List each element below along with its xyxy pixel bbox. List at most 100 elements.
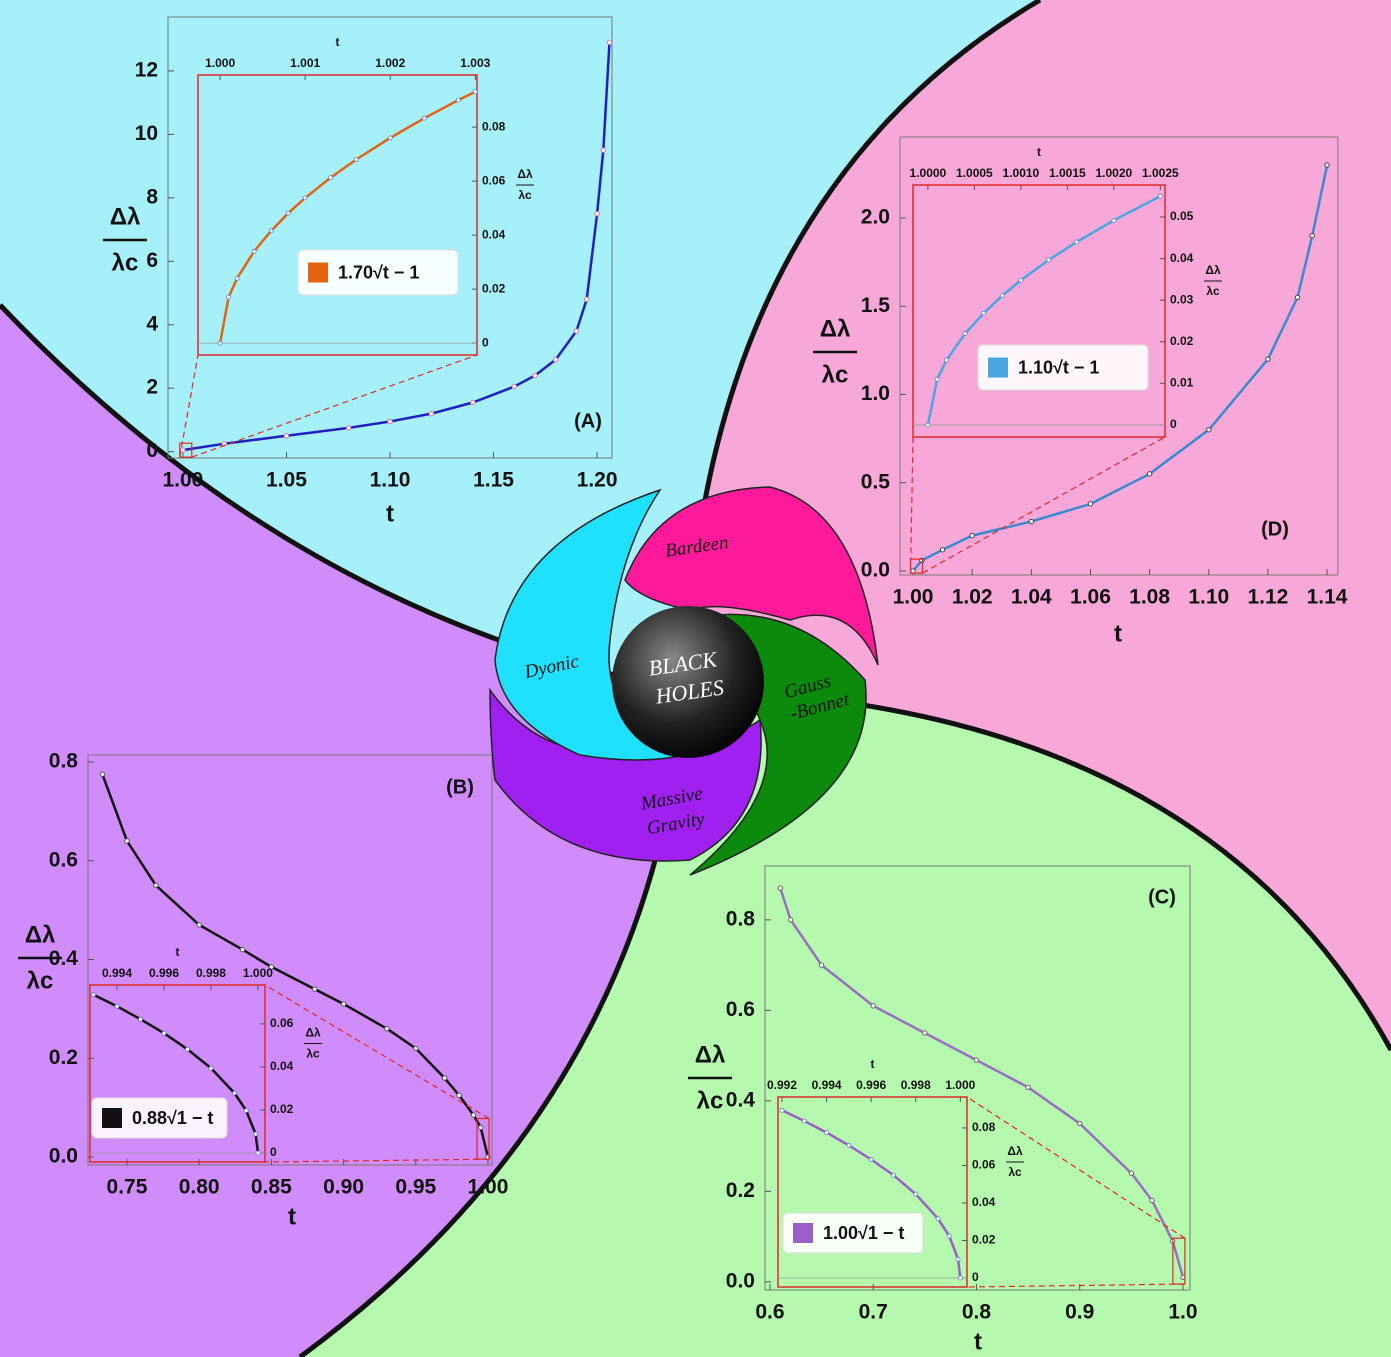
y-axis-label: Δλ [305, 1026, 321, 1040]
x-tick-label: 1.12 [1247, 586, 1288, 609]
panel-label: (A) [574, 410, 602, 432]
inset-frame [89, 984, 266, 1163]
y-tick-label: 0.4 [49, 947, 79, 970]
inset-point [824, 1130, 829, 1136]
data-point [777, 885, 783, 891]
data-point [1294, 294, 1301, 301]
data-point [787, 917, 794, 923]
y-axis-label: λc [306, 1047, 320, 1061]
inset-point [455, 97, 461, 103]
inset-point [243, 1108, 249, 1113]
inset-x-tick-label: 1.001 [290, 56, 320, 70]
legend-label: 0.88√1 − t [132, 1108, 213, 1128]
inset-point [472, 89, 478, 95]
inset-point [232, 1090, 237, 1096]
inset-point [1074, 239, 1080, 245]
y-axis-label: λc [697, 1087, 724, 1114]
inset-point [251, 248, 257, 254]
y-tick-label: 8 [146, 185, 158, 208]
data-point [413, 1045, 419, 1052]
panel-label: (B) [446, 776, 474, 798]
y-tick-label: 10 [135, 122, 158, 145]
inset-x-axis-label: t [176, 945, 180, 959]
y-tick-label: 0.0 [49, 1145, 78, 1168]
inset-x-tick-label: 1.003 [460, 56, 490, 70]
legend-box [91, 1097, 228, 1139]
x-tick-label: 1.10 [370, 469, 411, 492]
y-axis-label: λc [1008, 1165, 1022, 1179]
inset-point [421, 115, 427, 121]
data-point [345, 425, 352, 431]
inset-y-tick-label: 0.06 [482, 173, 506, 187]
inset-y-tick-label: 0.08 [972, 1120, 996, 1134]
inset-point [891, 1172, 896, 1178]
y-axis-label: Δλ [517, 167, 533, 181]
inset-y-tick-label: 0 [1170, 417, 1177, 431]
inset-point [999, 293, 1005, 299]
inset-y-tick-label: 0.08 [482, 119, 506, 133]
zoom-connector [179, 354, 199, 458]
zoom-connector [909, 436, 914, 574]
inset-point [868, 1157, 874, 1162]
chart-panel: 1.00 1.02 1.04 1.06 1.08 1.10 1.12 1.140.00.51.… [813, 136, 1348, 647]
x-tick-label: 0.8 [962, 1301, 992, 1324]
y-tick-label: 2.0 [861, 206, 890, 229]
x-tick-label: 1.00 [162, 469, 203, 492]
x-tick-label: 1.20 [577, 469, 618, 492]
x-tick-label: 1.00 [893, 586, 934, 609]
data-line [912, 164, 1329, 572]
inset-point [981, 310, 987, 316]
inset-frame [912, 184, 1166, 438]
panel-label: (D) [1261, 518, 1289, 540]
x-tick-label: 1.02 [952, 586, 993, 609]
y-tick-label: 2 [146, 376, 158, 399]
data-point [511, 383, 517, 390]
inset-x-tick-label: 0.998 [901, 1078, 931, 1092]
y-tick-label: 0.6 [726, 998, 755, 1021]
y-axis-label: Δλ [1205, 263, 1221, 277]
y-axis-label: Δλ [25, 921, 56, 948]
x-tick-label: 0.95 [395, 1176, 436, 1199]
data-point [870, 1003, 876, 1009]
inset-point [226, 294, 232, 300]
inset-x-tick-label: 1.0010 [1003, 166, 1040, 180]
y-tick-label: 0.2 [49, 1046, 78, 1069]
inset-y-tick-label: 0.05 [1170, 209, 1194, 223]
legend-label: 1.70√t − 1 [338, 262, 419, 282]
data-point [1087, 501, 1094, 507]
inset-frame [197, 74, 478, 356]
legend-swatch [793, 1223, 813, 1243]
legend-swatch [102, 1108, 122, 1128]
inset-x-tick-label: 1.0005 [956, 166, 993, 180]
data-point [311, 986, 318, 992]
inset-point [846, 1142, 852, 1148]
inset-x-tick-label: 1.000 [945, 1078, 975, 1092]
inset-y-tick-label: 0.02 [972, 1233, 996, 1247]
zoom-connector [966, 1096, 1186, 1239]
inset-x-axis-label: t [871, 1057, 875, 1071]
inset-x-tick-label: 0.996 [856, 1078, 886, 1092]
inset-point [185, 1046, 190, 1052]
inset-x-tick-label: 0.994 [102, 966, 132, 980]
inset-y-tick-label: 0 [482, 335, 489, 349]
x-tick-label: 0.9 [1065, 1301, 1094, 1324]
inset-point [138, 1016, 143, 1022]
data-point [1206, 427, 1212, 433]
zoom-connector [191, 354, 478, 458]
inset-x-tick-label: 1.0015 [1049, 166, 1086, 180]
data-point [1324, 162, 1330, 168]
inset-point [285, 210, 291, 216]
data-point [470, 1112, 477, 1118]
data-point [1309, 232, 1315, 239]
data-point [124, 838, 130, 844]
inset-x-tick-label: 1.0000 [910, 166, 947, 180]
zoom-box [909, 558, 924, 574]
data-point [818, 962, 825, 968]
inset-point [946, 1233, 952, 1239]
inset-y-tick-label: 0.01 [1170, 376, 1194, 390]
inset-point [962, 331, 968, 336]
inset-point [302, 195, 308, 201]
inset-y-tick-label: 0.06 [270, 1016, 294, 1030]
data-point [973, 1057, 980, 1063]
